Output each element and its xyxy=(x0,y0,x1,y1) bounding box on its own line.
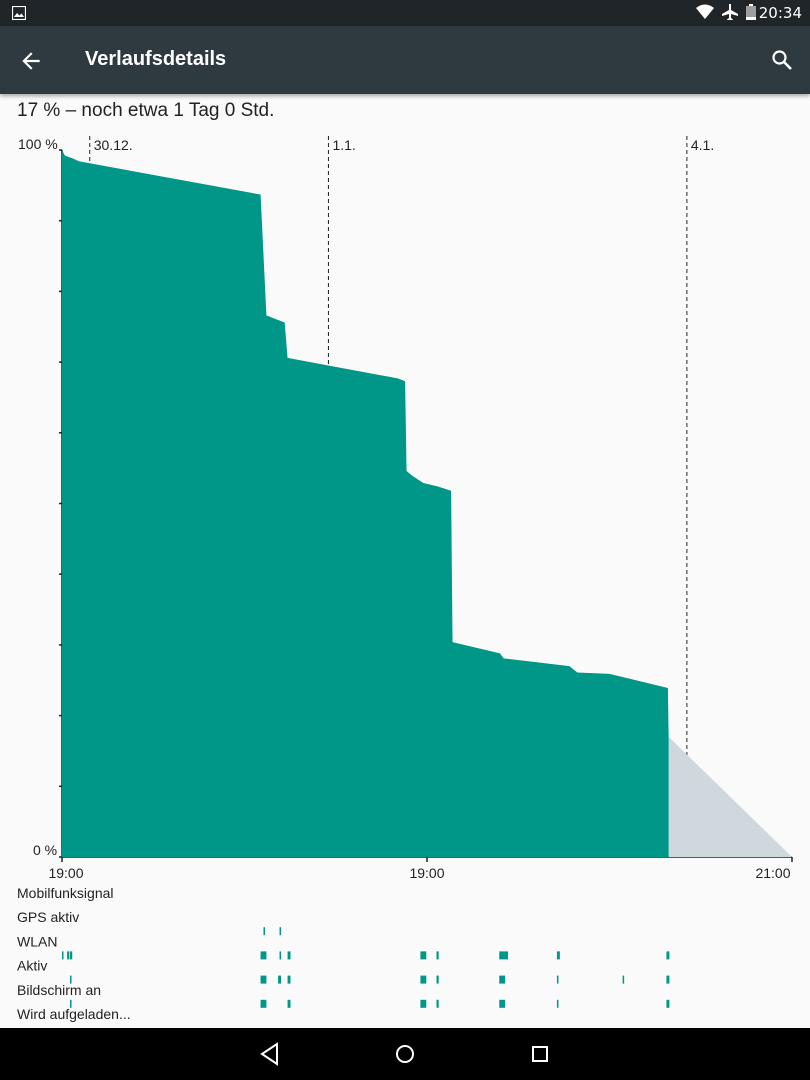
x-label-start: 19:00 xyxy=(48,865,83,881)
nav-recents-icon[interactable] xyxy=(526,1040,554,1068)
signal-segment xyxy=(260,999,267,1008)
date-marker-label: 30.12. xyxy=(94,137,133,153)
y-label-top: 100 % xyxy=(18,136,58,152)
image-icon xyxy=(12,6,26,20)
signal-segment xyxy=(278,975,281,984)
nav-home-icon[interactable] xyxy=(391,1040,419,1068)
projection-area xyxy=(668,736,792,857)
signal-segment xyxy=(70,951,73,960)
x-label-end: 21:00 xyxy=(755,865,790,881)
signal-segment xyxy=(70,999,72,1008)
nav-back-icon[interactable] xyxy=(256,1040,284,1068)
y-label-bottom: 0 % xyxy=(33,842,57,858)
signal-segment xyxy=(556,975,559,984)
signal-segment xyxy=(499,975,506,984)
signal-segment xyxy=(499,999,506,1008)
signal-segment xyxy=(67,951,70,960)
status-icons xyxy=(696,4,756,20)
airplane-icon xyxy=(722,4,738,20)
signal-segment xyxy=(666,999,670,1008)
signal-segment xyxy=(666,951,670,960)
battery-level-area xyxy=(62,150,669,857)
signal-row-label: Aktiv xyxy=(17,958,47,974)
signal-row-label: WLAN xyxy=(17,933,57,949)
date-marker-label: 1.1. xyxy=(332,137,355,153)
signal-segment xyxy=(287,951,291,960)
signal-segment xyxy=(420,975,427,984)
signal-segment xyxy=(666,975,670,984)
signal-row-label: Bildschirm an xyxy=(17,982,101,998)
signal-row-label: GPS aktiv xyxy=(17,909,79,925)
signal-segment xyxy=(287,975,291,984)
signal-segment xyxy=(436,951,439,960)
x-label-middle: 19:00 xyxy=(409,865,444,881)
signal-segment xyxy=(499,951,509,960)
signal-segment xyxy=(556,999,559,1008)
signal-segment xyxy=(420,999,427,1008)
signal-rows: Mobilfunksignal GPS aktiv WLAN Aktiv Bildsch… xyxy=(17,885,670,1022)
chart-marks xyxy=(62,150,792,857)
signal-segment xyxy=(279,951,282,960)
signal-segment xyxy=(70,975,72,984)
signal-segment xyxy=(556,951,560,960)
signal-segment xyxy=(260,975,267,984)
arrow-back-icon[interactable] xyxy=(18,48,44,74)
signal-segment xyxy=(62,951,64,960)
signal-row-label: Wird aufgeladen... xyxy=(17,1006,131,1022)
signal-segment xyxy=(260,951,267,960)
status-time: 20:34 xyxy=(758,4,802,22)
battery-summary: 17 % – noch etwa 1 Tag 0 Std. xyxy=(17,100,275,121)
status-bar: 20:34 xyxy=(0,0,810,26)
signal-segment xyxy=(263,927,265,936)
battery-history-chart: 100 % 0 % 19:00 19:00 21:00 30.12. 1.1. 4.1. Mo… xyxy=(17,136,793,1022)
navigation-bar xyxy=(0,1028,810,1080)
signal-segment xyxy=(622,975,625,984)
signal-segment xyxy=(287,999,291,1008)
wifi-icon xyxy=(696,4,714,19)
signal-segment xyxy=(436,999,439,1008)
signal-segment xyxy=(279,927,282,936)
signal-segment xyxy=(436,975,439,984)
signal-row-label: Mobilfunksignal xyxy=(17,885,114,901)
signal-segment xyxy=(420,951,427,960)
battery-icon xyxy=(746,4,756,20)
page-title: Verlaufsdetails xyxy=(85,48,227,70)
date-marker-label: 4.1. xyxy=(691,137,714,153)
app-bar: Verlaufsdetails xyxy=(0,26,810,94)
search-icon[interactable] xyxy=(770,48,794,72)
